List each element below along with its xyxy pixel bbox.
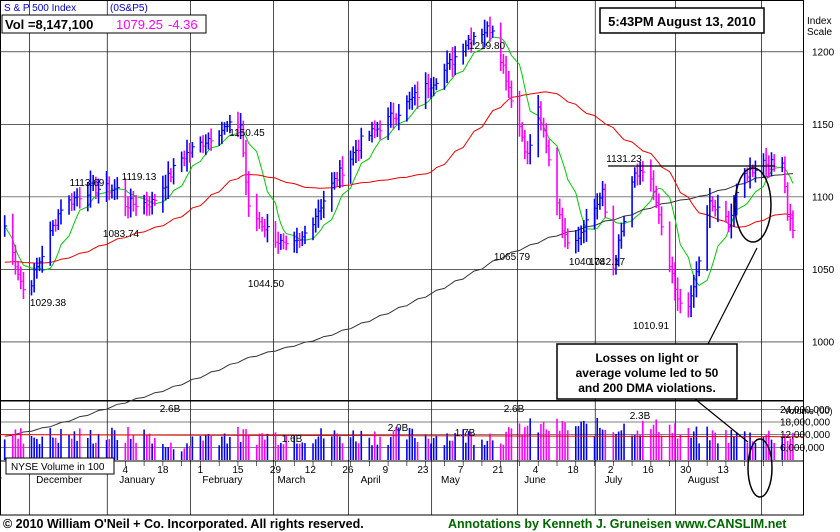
callout-pointer-1 — [707, 247, 758, 345]
volume-peak-label: 1.6B — [282, 434, 303, 445]
volume-peak-label: 2.3B — [630, 411, 651, 422]
price-tick-label: 1100 — [812, 192, 834, 203]
month-label: July — [605, 475, 623, 486]
month-label: June — [524, 475, 546, 486]
volume-legend-box — [5, 457, 115, 475]
date-tick-label: 21 — [492, 465, 504, 476]
scale-label-index: Index — [807, 16, 831, 27]
annotation-line-1: Losses on light or — [595, 351, 699, 365]
month-label: August — [688, 475, 719, 486]
date-tick-label: 12 — [305, 465, 317, 476]
volume-peak-label: 2.6B — [160, 404, 181, 415]
price-bars — [3, 16, 796, 318]
month-label: November — [0, 475, 3, 486]
date-tick-label: 16 — [643, 465, 655, 476]
copyright: © 2010 William O'Neil + Co. Incorporated… — [3, 517, 364, 531]
date-tick-label: 4 — [533, 465, 539, 476]
volume-peak-label: 2.0B — [388, 423, 409, 434]
price-axis: 1000 1050 1100 1150 1200 — [812, 47, 835, 348]
date-tick-label: 30 — [680, 465, 692, 476]
date-tick-label: 4 — [123, 465, 129, 476]
price-annotation: 1119.13 — [122, 172, 157, 183]
price-annotation: 1150.45 — [229, 128, 265, 139]
volume-bars — [0, 417, 804, 460]
date-tick-label: 9 — [383, 465, 389, 476]
date-axis-strip — [0, 460, 804, 516]
date-tick-label: 29 — [270, 465, 282, 476]
volume-tick-label: 6,000,000 — [780, 443, 825, 454]
date-tick-label: 15 — [232, 465, 244, 476]
price-panel — [0, 0, 804, 401]
date-tick-label: 18 — [568, 465, 580, 476]
header-stats-box — [1, 14, 207, 34]
callout-pointer-2 — [694, 398, 749, 443]
volume-legend: NYSE Volume in 100 — [11, 462, 105, 473]
annotation-line-3: and 200 DMA violations. — [578, 381, 716, 395]
price-labels: 1219.80 1150.45 1113.69 1119.13 1083.74 1029.… — [30, 41, 670, 332]
price-annotation: 1010.91 — [633, 321, 670, 332]
volume-tick-label: 24,000,000 — [780, 405, 830, 416]
last-price: 1079.25 — [116, 17, 163, 32]
annotation-credit: Annotations by Kenneth J. Gruneisen www.… — [448, 517, 787, 531]
scale-label-scale: Scale — [807, 27, 832, 38]
price-tick-label: 1000 — [812, 337, 835, 348]
volume-peak-label: 2.6B — [504, 404, 525, 415]
timestamp: 5:43PM August 13, 2010 — [608, 14, 756, 29]
price-annotation: 1083.74 — [103, 229, 140, 240]
month-label: January — [119, 475, 155, 486]
price-annotation: 1065.79 — [494, 252, 531, 263]
volume-tick-label: 12,000,000 — [780, 430, 830, 441]
price-annotation: 1040.78 — [569, 257, 606, 268]
date-axis: 236204181152912269237214182163013Novembe… — [0, 465, 729, 486]
price-annotation: 1131.23 — [606, 154, 642, 165]
volume-peak-labels: 2.6B 1.6B 2.0B 1.7B 2.6B 2.3B — [160, 404, 651, 445]
date-tick-label: 1 — [198, 465, 204, 476]
price-tick-label: 1150 — [812, 120, 834, 131]
ma-200-line — [4, 173, 794, 437]
price-annotation: 1219.80 — [469, 41, 506, 52]
volume-title: Volume (00) — [784, 406, 833, 416]
ma-50-line — [4, 91, 794, 264]
price-annotation: 1042.17 — [589, 257, 626, 268]
volume-peak-label: 1.7B — [455, 428, 476, 439]
volume-tick-label: 18,000,000 — [780, 418, 830, 429]
date-tick-label: 13 — [718, 465, 730, 476]
price-change: -4.36 — [168, 17, 198, 32]
month-label: April — [361, 475, 381, 486]
price-annotation: 1113.69 — [70, 178, 105, 189]
month-label: March — [277, 475, 305, 486]
recent-volume-ellipse — [747, 438, 773, 498]
price-tick-label: 1200 — [812, 47, 835, 58]
index-name: S & P 500 Index — [4, 3, 76, 14]
date-tick-label: 7 — [458, 465, 464, 476]
volume-average-line — [0, 434, 804, 438]
volume-readout: Vol =8,147,100 — [5, 17, 93, 32]
date-tick-label: 2 — [608, 465, 614, 476]
timestamp-box — [599, 7, 765, 34]
price-annotation: 1029.38 — [30, 298, 67, 309]
price-tick-label: 1050 — [812, 265, 835, 276]
date-tick-label: 23 — [417, 465, 429, 476]
price-annotation: 1044.50 — [248, 279, 285, 290]
date-tick-label: 26 — [342, 465, 354, 476]
date-tick-label: 18 — [157, 465, 169, 476]
symbol: (0S&P5) — [110, 3, 148, 14]
month-label: December — [36, 475, 83, 486]
annotation-line-2: average volume led to 50 — [576, 366, 719, 380]
recent-action-ellipse — [734, 167, 772, 243]
month-label: February — [202, 475, 242, 486]
annotation-box — [556, 343, 738, 400]
month-label: May — [441, 475, 460, 486]
